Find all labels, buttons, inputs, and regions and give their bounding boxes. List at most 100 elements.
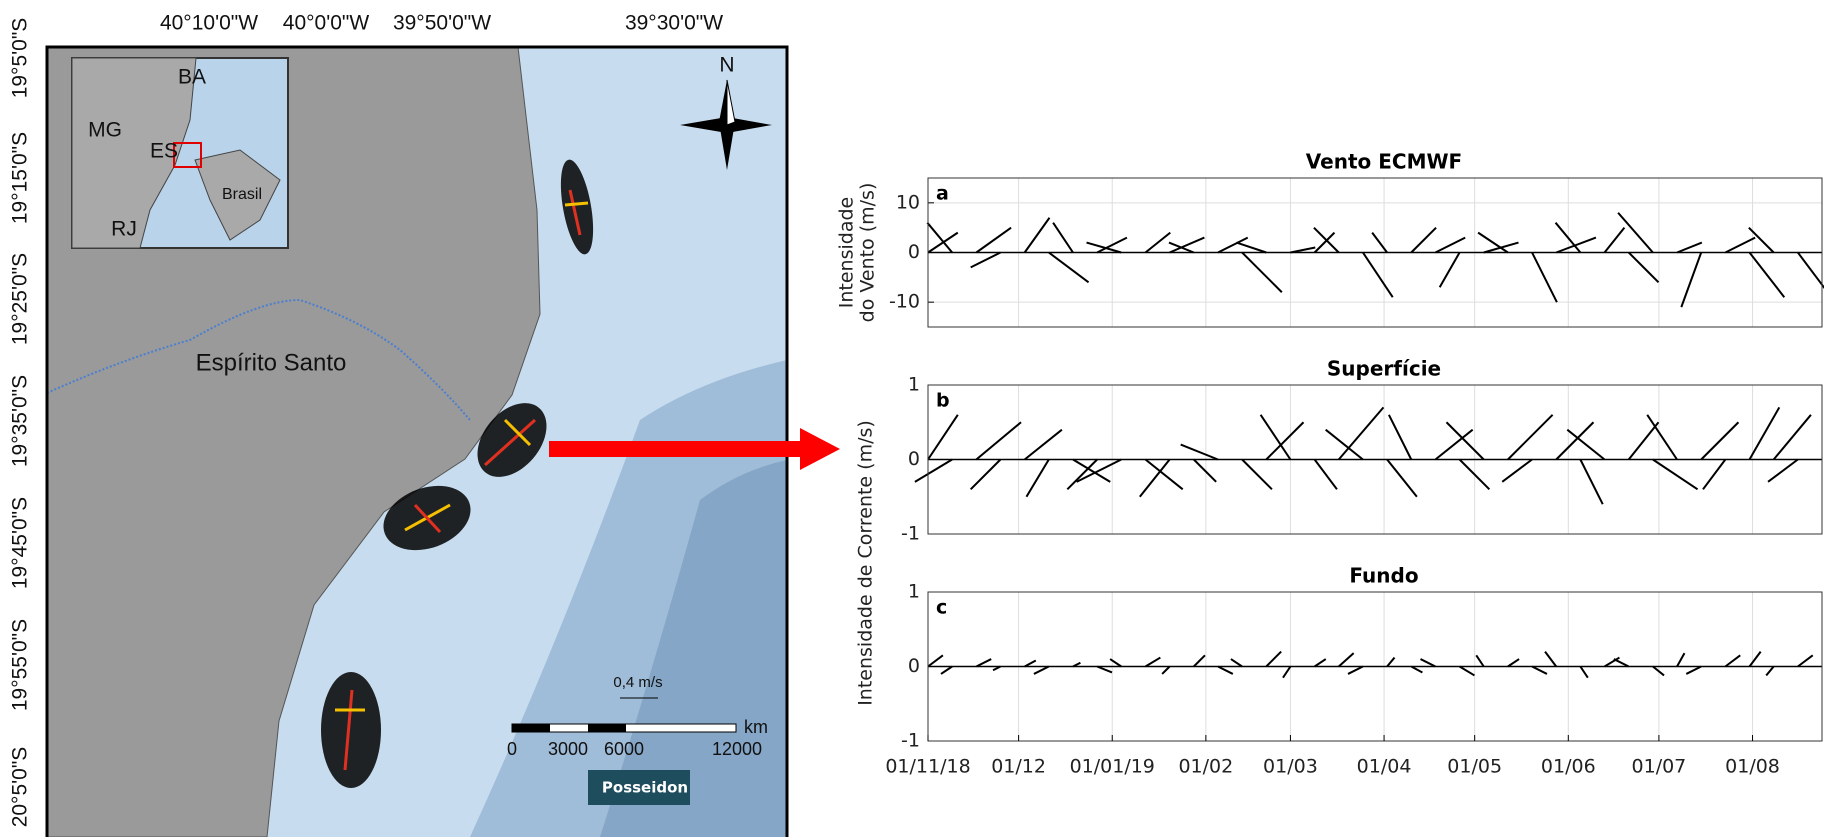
- stick: [1144, 656, 1161, 668]
- stick: [1313, 458, 1338, 490]
- inset-label: BA: [178, 66, 206, 89]
- lat-label: 19°45'0"S: [9, 497, 32, 589]
- stick: [1313, 231, 1336, 254]
- arrow: [549, 428, 840, 470]
- y-axis-label: Intensidade de Corrente (m/s): [855, 420, 877, 706]
- stick: [1797, 251, 1824, 290]
- x-tick-label: 01/07: [1632, 756, 1687, 778]
- y-tick-label: 10: [896, 191, 920, 213]
- stick: [1241, 251, 1283, 293]
- stick: [1477, 231, 1509, 254]
- y-axis-label: do Vento (m/s): [857, 183, 879, 323]
- stick: [1445, 421, 1485, 461]
- x-tick-label: 01/12: [991, 756, 1046, 778]
- stick: [1702, 458, 1727, 490]
- stick: [1072, 458, 1111, 483]
- stick: [1685, 665, 1702, 675]
- stick: [1347, 665, 1364, 675]
- scale-label: 6000: [604, 739, 644, 759]
- stick: [1096, 665, 1113, 674]
- stick: [969, 458, 1002, 491]
- x-tick-label: 01/03: [1263, 756, 1318, 778]
- lon-label: 39°50'0"W: [393, 12, 491, 35]
- panel-label: a: [936, 183, 949, 205]
- vector-scale-label: 0,4 m/s: [613, 674, 662, 691]
- stick: [1767, 458, 1799, 483]
- panel-label: c: [936, 597, 947, 619]
- y-tick-label: 1: [908, 374, 920, 396]
- y-tick-label: 1: [908, 581, 920, 603]
- x-tick-label: 01/02: [1178, 756, 1233, 778]
- scale-label: 12000: [712, 739, 762, 759]
- stick: [1748, 251, 1786, 298]
- stick: [1772, 414, 1812, 461]
- chart-title: Fundo: [1349, 564, 1418, 588]
- state-border: [47, 298, 471, 421]
- deeper-sea: [600, 460, 787, 837]
- stick: [1024, 428, 1063, 461]
- region-label: Espírito Santo: [196, 349, 347, 376]
- stick: [970, 251, 1001, 269]
- stick: [1676, 241, 1703, 254]
- y-tick-label: -1: [901, 523, 920, 545]
- panel-label: b: [936, 390, 950, 412]
- x-tick-label: 01/01/19: [1070, 756, 1155, 778]
- stick: [1652, 458, 1699, 491]
- stick: [1168, 241, 1195, 254]
- stick: [1604, 656, 1620, 668]
- stick: [927, 414, 959, 461]
- lon-label: 40°0'0"W: [283, 12, 370, 35]
- stick: [1236, 241, 1267, 254]
- stick: [1544, 650, 1558, 668]
- ellipse-axes: [335, 189, 589, 771]
- stick: [1282, 665, 1292, 679]
- stick: [1076, 458, 1122, 483]
- stick: [1724, 236, 1756, 254]
- stick: [1748, 406, 1781, 460]
- stick: [1386, 656, 1396, 668]
- lon-label: 40°10'0"W: [160, 12, 258, 35]
- stick: [1096, 236, 1128, 254]
- lat-label: 19°15'0"S: [9, 132, 32, 224]
- lat-label: 20°5'0"S: [9, 747, 32, 828]
- stick: [1052, 222, 1074, 254]
- y-tick-label: 0: [908, 655, 920, 677]
- stick: [940, 665, 953, 675]
- stick: [1434, 428, 1474, 461]
- stick: [1024, 659, 1037, 668]
- scale-label: 3000: [548, 739, 588, 759]
- stick: [1193, 654, 1206, 668]
- stick: [1724, 654, 1741, 668]
- stick: [1680, 252, 1703, 308]
- stick: [1180, 443, 1219, 461]
- lat-label: 19°35'0"S: [9, 375, 32, 467]
- y-tick-label: -1: [901, 730, 920, 752]
- stick: [975, 421, 1022, 461]
- stick: [914, 458, 953, 483]
- stick: [1025, 458, 1050, 498]
- stick: [1554, 222, 1582, 254]
- lat-label: 19°55'0"S: [9, 619, 32, 711]
- stick: [1420, 658, 1436, 668]
- stick: [1410, 226, 1437, 254]
- logo-box: [588, 770, 690, 805]
- stick: [1193, 458, 1217, 483]
- stick: [1048, 251, 1090, 284]
- stick: [1023, 217, 1051, 254]
- stick: [1501, 458, 1533, 483]
- stick: [1265, 650, 1282, 668]
- stick: [1617, 212, 1654, 254]
- x-tick-label: 01/04: [1357, 756, 1412, 778]
- chart-title: Vento ECMWF: [1306, 150, 1462, 174]
- lon-label: 39°30'0"W: [625, 12, 723, 35]
- stick: [1531, 252, 1558, 303]
- stick: [1700, 421, 1740, 461]
- stick: [1386, 458, 1418, 498]
- x-tick-label: 01/11/18: [885, 756, 970, 778]
- scale-bar: [511, 723, 737, 733]
- stick: [1338, 652, 1355, 668]
- stick: [1230, 658, 1243, 668]
- stick: [1475, 654, 1485, 668]
- stick: [1033, 665, 1050, 675]
